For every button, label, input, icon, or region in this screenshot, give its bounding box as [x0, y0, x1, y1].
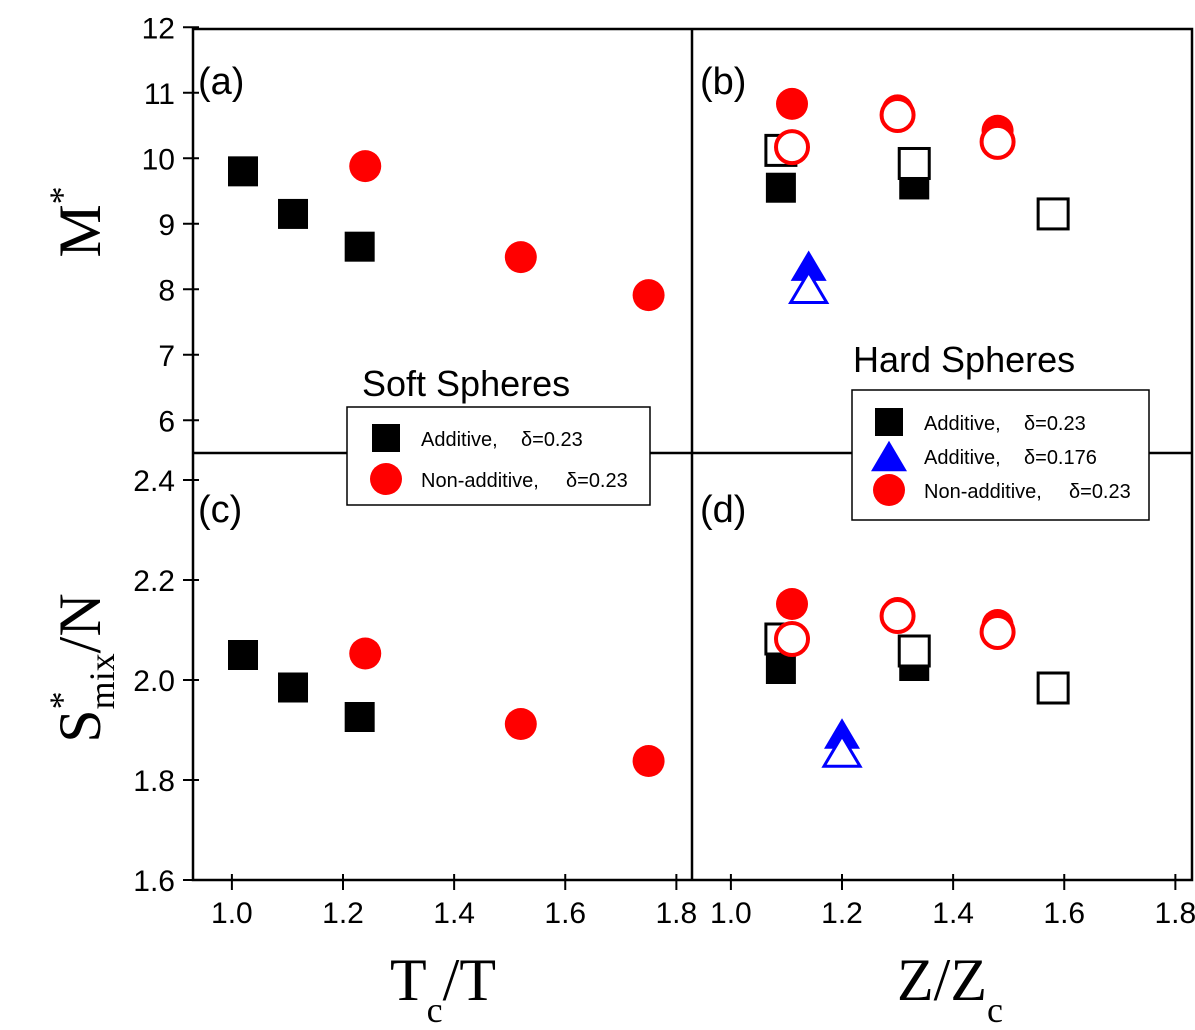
y-label-bottom-rest: /N — [47, 593, 113, 653]
filled-square-mark — [344, 702, 375, 732]
filled-circle-mark — [632, 279, 665, 312]
y-tick-label-top: 8 — [158, 274, 175, 307]
legend-label: Non-additive, — [924, 481, 1042, 503]
y-tick-label-bottom: 2.2 — [133, 565, 175, 598]
filled-square-mark — [344, 231, 375, 262]
legend-label: Non-additive, — [421, 470, 539, 492]
filled-square-mark — [228, 156, 259, 187]
x-label-right-sub: c — [987, 990, 1003, 1030]
y-axis-label-bottom: S*mix/N — [42, 593, 122, 742]
filled-square-mark — [765, 172, 796, 203]
filled-square-mark — [372, 424, 400, 452]
x-tick-label-left: 1.6 — [544, 897, 586, 930]
filled-circle-mark — [632, 745, 665, 777]
x-axis-label-right: Z/Zc — [897, 947, 1003, 1030]
open-square-mark — [897, 634, 931, 668]
panel-label-b: (b) — [700, 61, 746, 103]
legend-delta: δ=0.23 — [1069, 481, 1131, 503]
panel-label-c: (c) — [198, 489, 242, 531]
open-circle-mark — [879, 598, 916, 634]
x-tick-label-right: 1.8 — [1155, 897, 1195, 930]
filled-circle-mark — [349, 150, 382, 183]
y-tick-label-bottom: 2.4 — [133, 465, 175, 498]
x-tick-label-right: 1.0 — [710, 897, 752, 930]
data-marks — [228, 87, 1070, 777]
filled-triangle-mark — [871, 440, 907, 472]
y-tick-label-top: 7 — [158, 340, 175, 373]
y-label-top-main: M — [47, 204, 113, 257]
y-label-bottom-sub: mix — [82, 653, 122, 709]
filled-circle-mark — [370, 463, 402, 495]
open-circle-mark — [979, 123, 1016, 160]
filled-circle-mark — [504, 708, 537, 740]
legend-label: Additive, — [924, 413, 1001, 435]
legend-soft: Additive, δ=0.23 Non-additive, δ=0.23 — [346, 406, 651, 506]
filled-square-mark — [765, 654, 796, 684]
y-tick-label-top: 11 — [144, 78, 175, 111]
open-triangle-mark — [821, 732, 863, 768]
x-label-left-rest: /T — [443, 947, 496, 1013]
filled-square-mark — [228, 640, 259, 670]
panel-a-marks — [228, 150, 665, 312]
x-tick-label-right: 1.6 — [1043, 897, 1085, 930]
filled-circle-mark — [776, 87, 809, 120]
y-tick-label-top: 6 — [158, 405, 175, 438]
y-tick-label-bottom: 1.6 — [133, 865, 175, 898]
legend-delta: δ=0.23 — [1024, 413, 1086, 435]
axis-ticks: 6 7 8 9 10 11 12 1.6 1.8 2.0 2.2 2.4 1.0 1.2 1.4 1.6 1.8… — [133, 12, 1195, 930]
open-square-mark — [1036, 197, 1070, 231]
y-label-bottom-sup: * — [42, 691, 82, 709]
panel-d-marks — [764, 588, 1070, 768]
legend-delta: δ=0.23 — [566, 470, 628, 492]
y-tick-label-bottom: 2.0 — [133, 665, 175, 698]
y-tick-label-bottom: 1.8 — [133, 765, 175, 798]
x-tick-label-left: 1.0 — [211, 897, 253, 930]
svg-text:S*mix/N: S*mix/N — [42, 593, 122, 742]
hard-spheres-title: Hard Spheres — [853, 339, 1075, 380]
filled-circle-mark — [504, 241, 537, 274]
legend-label: Additive, — [421, 429, 498, 451]
panel-c-marks — [228, 637, 665, 777]
filled-square-mark — [278, 672, 309, 703]
open-circle-mark — [774, 621, 811, 657]
filled-circle-mark — [776, 588, 809, 620]
x-tick-label-right: 1.2 — [821, 897, 863, 930]
filled-circle-mark — [873, 474, 905, 506]
x-label-left-sub: c — [427, 990, 443, 1030]
x-label-left-main: T — [390, 947, 427, 1013]
x-label-right-main: Z/Z — [897, 947, 987, 1013]
panel-label-a: (a) — [198, 61, 244, 103]
legend-label: Additive, — [924, 447, 1001, 469]
open-triangle-mark — [788, 269, 830, 304]
y-axis-label-top: M* — [42, 186, 113, 257]
panel-label-d: (d) — [700, 489, 746, 531]
soft-spheres-title: Soft Spheres — [362, 363, 570, 404]
legend-delta: δ=0.176 — [1024, 447, 1097, 469]
filled-circle-mark — [349, 637, 382, 670]
filled-square-mark — [278, 198, 309, 229]
x-axis-label-left: Tc/T — [390, 947, 496, 1030]
x-tick-label-right: 1.4 — [932, 897, 974, 930]
open-circle-mark — [774, 129, 811, 166]
open-square-mark — [897, 146, 931, 180]
y-tick-label-top: 12 — [142, 12, 175, 45]
x-tick-label-left: 1.8 — [656, 897, 698, 930]
x-tick-label-left: 1.2 — [322, 897, 364, 930]
x-tick-label-left: 1.4 — [433, 897, 475, 930]
legend-delta: δ=0.23 — [521, 429, 583, 451]
filled-square-mark — [875, 408, 903, 436]
y-label-bottom-main: S — [47, 709, 113, 742]
open-circle-mark — [979, 614, 1016, 650]
svg-text:M*: M* — [42, 186, 113, 257]
y-label-top-sup: * — [42, 186, 82, 204]
panel-b-marks — [764, 87, 1070, 304]
y-tick-label-top: 10 — [142, 143, 175, 176]
open-square-mark — [1036, 671, 1070, 705]
filled-triangle-mark — [790, 250, 827, 281]
y-tick-label-top: 9 — [158, 209, 175, 242]
open-circle-mark — [879, 97, 916, 134]
legend-hard: Additive, δ=0.23 Additive, δ=0.176 Non-addit… — [851, 389, 1150, 521]
